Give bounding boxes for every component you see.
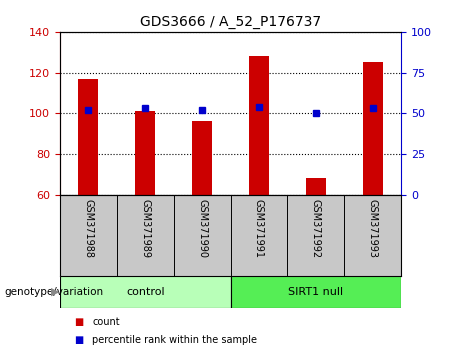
Bar	[249, 56, 269, 195]
Text: GSM371988: GSM371988	[83, 199, 94, 258]
Text: ▶: ▶	[51, 287, 59, 297]
Title: GDS3666 / A_52_P176737: GDS3666 / A_52_P176737	[140, 16, 321, 29]
Bar	[192, 121, 212, 195]
Text: GSM371990: GSM371990	[197, 199, 207, 258]
Text: ■: ■	[74, 335, 83, 345]
Text: control: control	[126, 287, 165, 297]
Bar	[60, 276, 230, 308]
Text: ■: ■	[74, 317, 83, 327]
Text: GSM371993: GSM371993	[367, 199, 378, 258]
Bar	[306, 178, 326, 195]
Text: count: count	[92, 317, 120, 327]
Text: GSM371991: GSM371991	[254, 199, 264, 258]
Text: SIRT1 null: SIRT1 null	[288, 287, 343, 297]
Bar	[230, 276, 401, 308]
Text: genotype/variation: genotype/variation	[5, 287, 104, 297]
Bar	[135, 111, 155, 195]
Text: GSM371992: GSM371992	[311, 199, 321, 258]
Text: percentile rank within the sample: percentile rank within the sample	[92, 335, 257, 345]
Bar	[363, 62, 383, 195]
Text: GSM371989: GSM371989	[140, 199, 150, 258]
Bar	[78, 79, 98, 195]
